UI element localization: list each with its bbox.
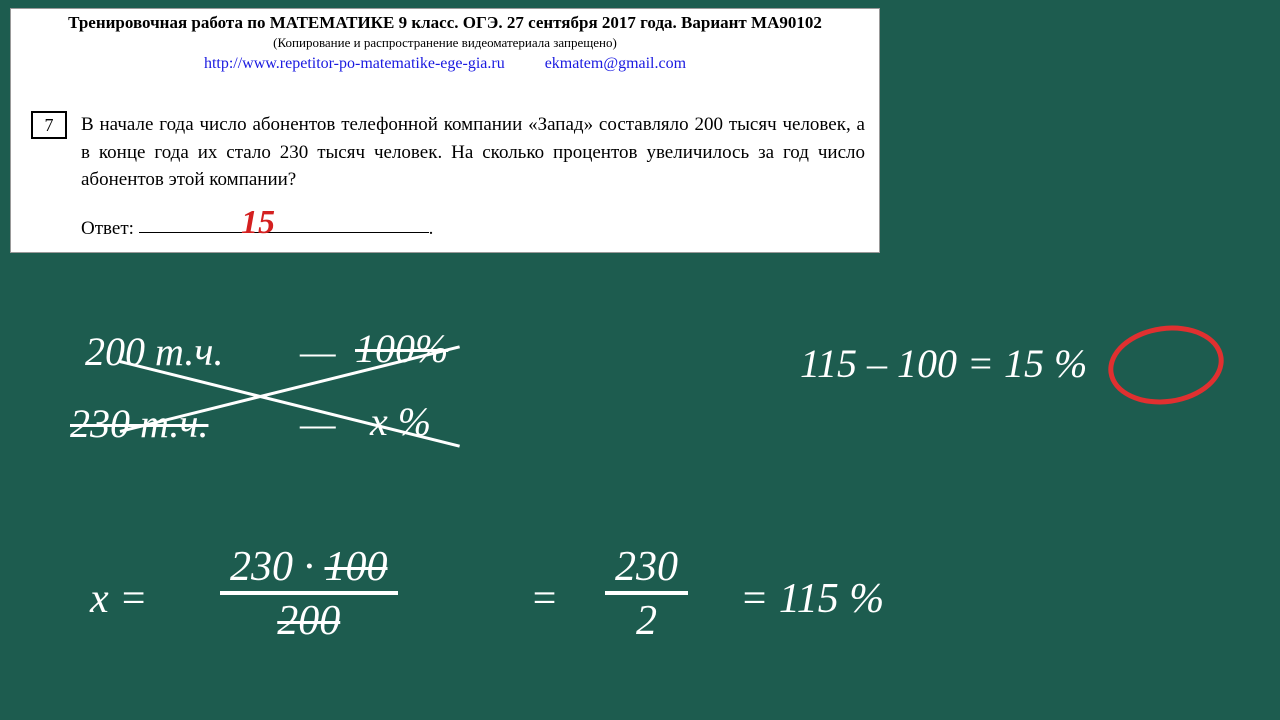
chalk-frac1-den-struck: 200 (277, 595, 340, 643)
chalk-eq-mid: = (530, 575, 558, 623)
chalk-x-equals: x = (90, 575, 147, 623)
red-circle-answer (1103, 318, 1229, 411)
problem-number: 7 (45, 115, 54, 136)
header-link-email[interactable]: ekmatem@gmail.com (545, 55, 686, 72)
chalk-line2-left-struck: 230 т.ч. (70, 400, 208, 447)
answer-value-handwritten: 15 (241, 204, 275, 242)
answer-label: Ответ: (81, 218, 134, 239)
header-links: http://www.repetitor-po-matematike-ege-g… (25, 55, 865, 73)
chalk-frac1-num-100-struck: 100 (325, 544, 388, 590)
chalk-eq-tail: = 115 % (740, 575, 884, 623)
problem-row: 7 В начале года число абонентов телефонн… (25, 111, 865, 194)
problem-card: Тренировочная работа по МАТЕМАТИКЕ 9 кла… (10, 8, 880, 253)
chalk-line1-dash: — (300, 328, 336, 375)
problem-text: В начале года число абонентов телефонной… (81, 111, 865, 194)
chalk-frac1-num-a: 230 · (230, 544, 325, 590)
chalk-frac2-num: 230 (605, 545, 688, 595)
chalk-subtraction: 115 – 100 = 15 % (800, 340, 1087, 387)
chalk-fraction-2: 230 2 (605, 545, 688, 643)
chalk-fraction-1: 230 · 100 200 (220, 545, 398, 643)
answer-row: Ответ: . 15 (81, 218, 865, 240)
chalk-frac2-den: 2 (636, 595, 657, 643)
problem-number-box: 7 (31, 111, 67, 139)
header-subtitle: (Копирование и распространение видеомате… (25, 35, 865, 51)
header-link-site[interactable]: http://www.repetitor-po-matematike-ege-g… (204, 55, 505, 72)
header-title: Тренировочная работа по МАТЕМАТИКЕ 9 кла… (25, 13, 865, 33)
answer-blank-line (139, 232, 429, 233)
chalk-line1-right-struck: 100% (355, 325, 448, 372)
